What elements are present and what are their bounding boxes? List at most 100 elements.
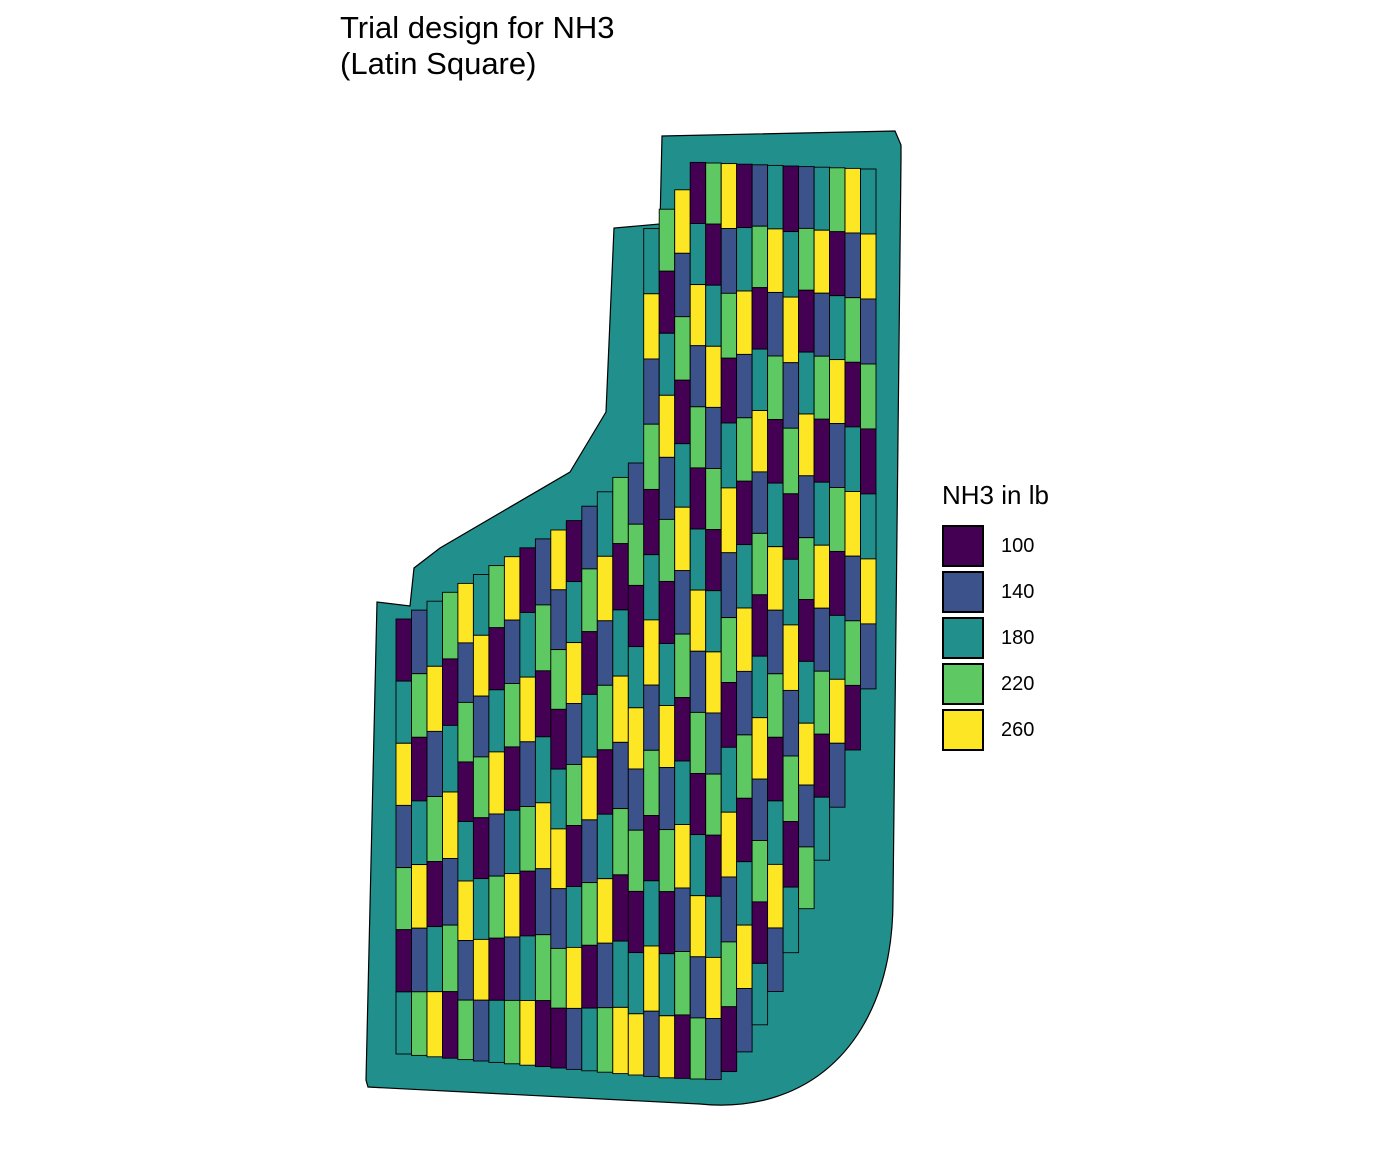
- trial-plot: [612, 543, 629, 611]
- trial-plot: [844, 361, 861, 428]
- trial-plot: [736, 417, 753, 482]
- trial-plot: [705, 712, 722, 775]
- trial-plot: [643, 489, 660, 556]
- trial-plot: [550, 768, 567, 830]
- trial-plot: [472, 878, 490, 940]
- trial-plot: [519, 935, 536, 1002]
- trial-plot: [472, 756, 490, 819]
- trial-plot: [829, 359, 846, 424]
- trial-plot: [736, 480, 753, 546]
- trial-plot: [860, 428, 877, 495]
- trial-plot: [720, 228, 738, 294]
- trial-plot: [581, 505, 598, 570]
- trial-plot: [488, 875, 505, 939]
- trial-plot: [442, 991, 459, 1059]
- legend: NH3 in lb 100 140 180 220 260: [942, 480, 1049, 753]
- trial-plot: [565, 1007, 583, 1070]
- trial-plot: [751, 717, 769, 780]
- trial-plot: [658, 891, 676, 955]
- trial-plot: [798, 537, 815, 600]
- trial-plot: [395, 991, 412, 1055]
- trial-plot: [798, 351, 815, 415]
- trial-plot: [411, 609, 428, 675]
- trial-plot: [581, 944, 598, 1009]
- trial-plot: [720, 941, 738, 1008]
- trial-plot: [395, 929, 412, 993]
- trial-plot: [813, 229, 831, 294]
- trial-plot: [798, 475, 815, 539]
- trial-plot: [534, 868, 552, 936]
- trial-plot: [643, 880, 660, 947]
- trial-plot: [395, 618, 412, 682]
- trial-plot: [798, 722, 815, 786]
- trial-plot: [767, 673, 784, 738]
- map-title-line-1: Trial design for NH3: [340, 10, 615, 45]
- trial-plot: [689, 467, 707, 530]
- trial-plot: [767, 546, 784, 611]
- trial-plot: [751, 164, 769, 227]
- trial-plot: [674, 887, 691, 952]
- trial-plot: [751, 655, 769, 719]
- trial-plot: [689, 284, 707, 347]
- trial-plot: [519, 676, 536, 743]
- trial-plot: [488, 627, 505, 691]
- trial-plot: [674, 1014, 691, 1079]
- legend-label-140: 140: [1001, 580, 1035, 603]
- trial-plot: [860, 233, 877, 300]
- trial-plot: [782, 362, 800, 429]
- legend-item-260: 260: [942, 707, 1049, 753]
- trial-plot: [767, 736, 784, 802]
- trial-plot: [426, 665, 443, 732]
- trial-plot: [705, 1018, 722, 1081]
- trial-plot: [472, 634, 490, 697]
- legend-item-180: 180: [942, 615, 1049, 661]
- trial-plot: [534, 538, 552, 606]
- trial-plot: [767, 482, 784, 548]
- trial-plot: [782, 427, 800, 495]
- trial-plot: [411, 991, 428, 1056]
- trial-plot: [658, 456, 676, 520]
- trial-plot: [596, 942, 614, 1009]
- trial-plot: [720, 1006, 738, 1073]
- trial-plot: [829, 551, 846, 616]
- trial-plot: [519, 741, 536, 807]
- trial-plot: [550, 649, 567, 710]
- trial-plot: [658, 394, 676, 458]
- trial-plot: [844, 620, 861, 686]
- trial-plot: [426, 861, 443, 928]
- trial-plot: [720, 811, 738, 878]
- legend-title: NH3 in lb: [942, 480, 1049, 510]
- legend-swatch-220: [942, 663, 984, 705]
- trial-plot: [596, 878, 614, 944]
- trial-plot: [519, 612, 536, 678]
- trial-plot: [565, 703, 583, 765]
- trial-plot: [519, 870, 536, 937]
- trial-plot: [782, 231, 800, 298]
- trial-plot: [813, 733, 831, 798]
- trial-plot: [782, 558, 800, 626]
- trial-plot: [411, 673, 428, 738]
- trial-plot: [627, 523, 645, 586]
- trial-plot: [534, 604, 552, 672]
- trial-plot: [550, 708, 567, 770]
- trial-plot: [674, 633, 691, 699]
- trial-plot: [581, 882, 598, 946]
- trial-plot: [844, 555, 861, 622]
- trial-plot: [503, 936, 521, 1001]
- trial-plot: [488, 751, 505, 815]
- trial-plot: [705, 651, 722, 714]
- trial-plot: [411, 800, 428, 865]
- trial-plot: [736, 163, 753, 229]
- trial-plot: [705, 834, 722, 897]
- trial-plot: [534, 670, 552, 738]
- trial-plot: [736, 924, 753, 989]
- trial-plot: [550, 888, 567, 949]
- trial-plot: [581, 1007, 598, 1072]
- trial-plot: [736, 544, 753, 609]
- trial-plot: [627, 646, 645, 709]
- trial-plot: [736, 797, 753, 863]
- trial-plot: [411, 736, 428, 802]
- trial-plot: [844, 232, 861, 299]
- trial-plot: [751, 410, 769, 473]
